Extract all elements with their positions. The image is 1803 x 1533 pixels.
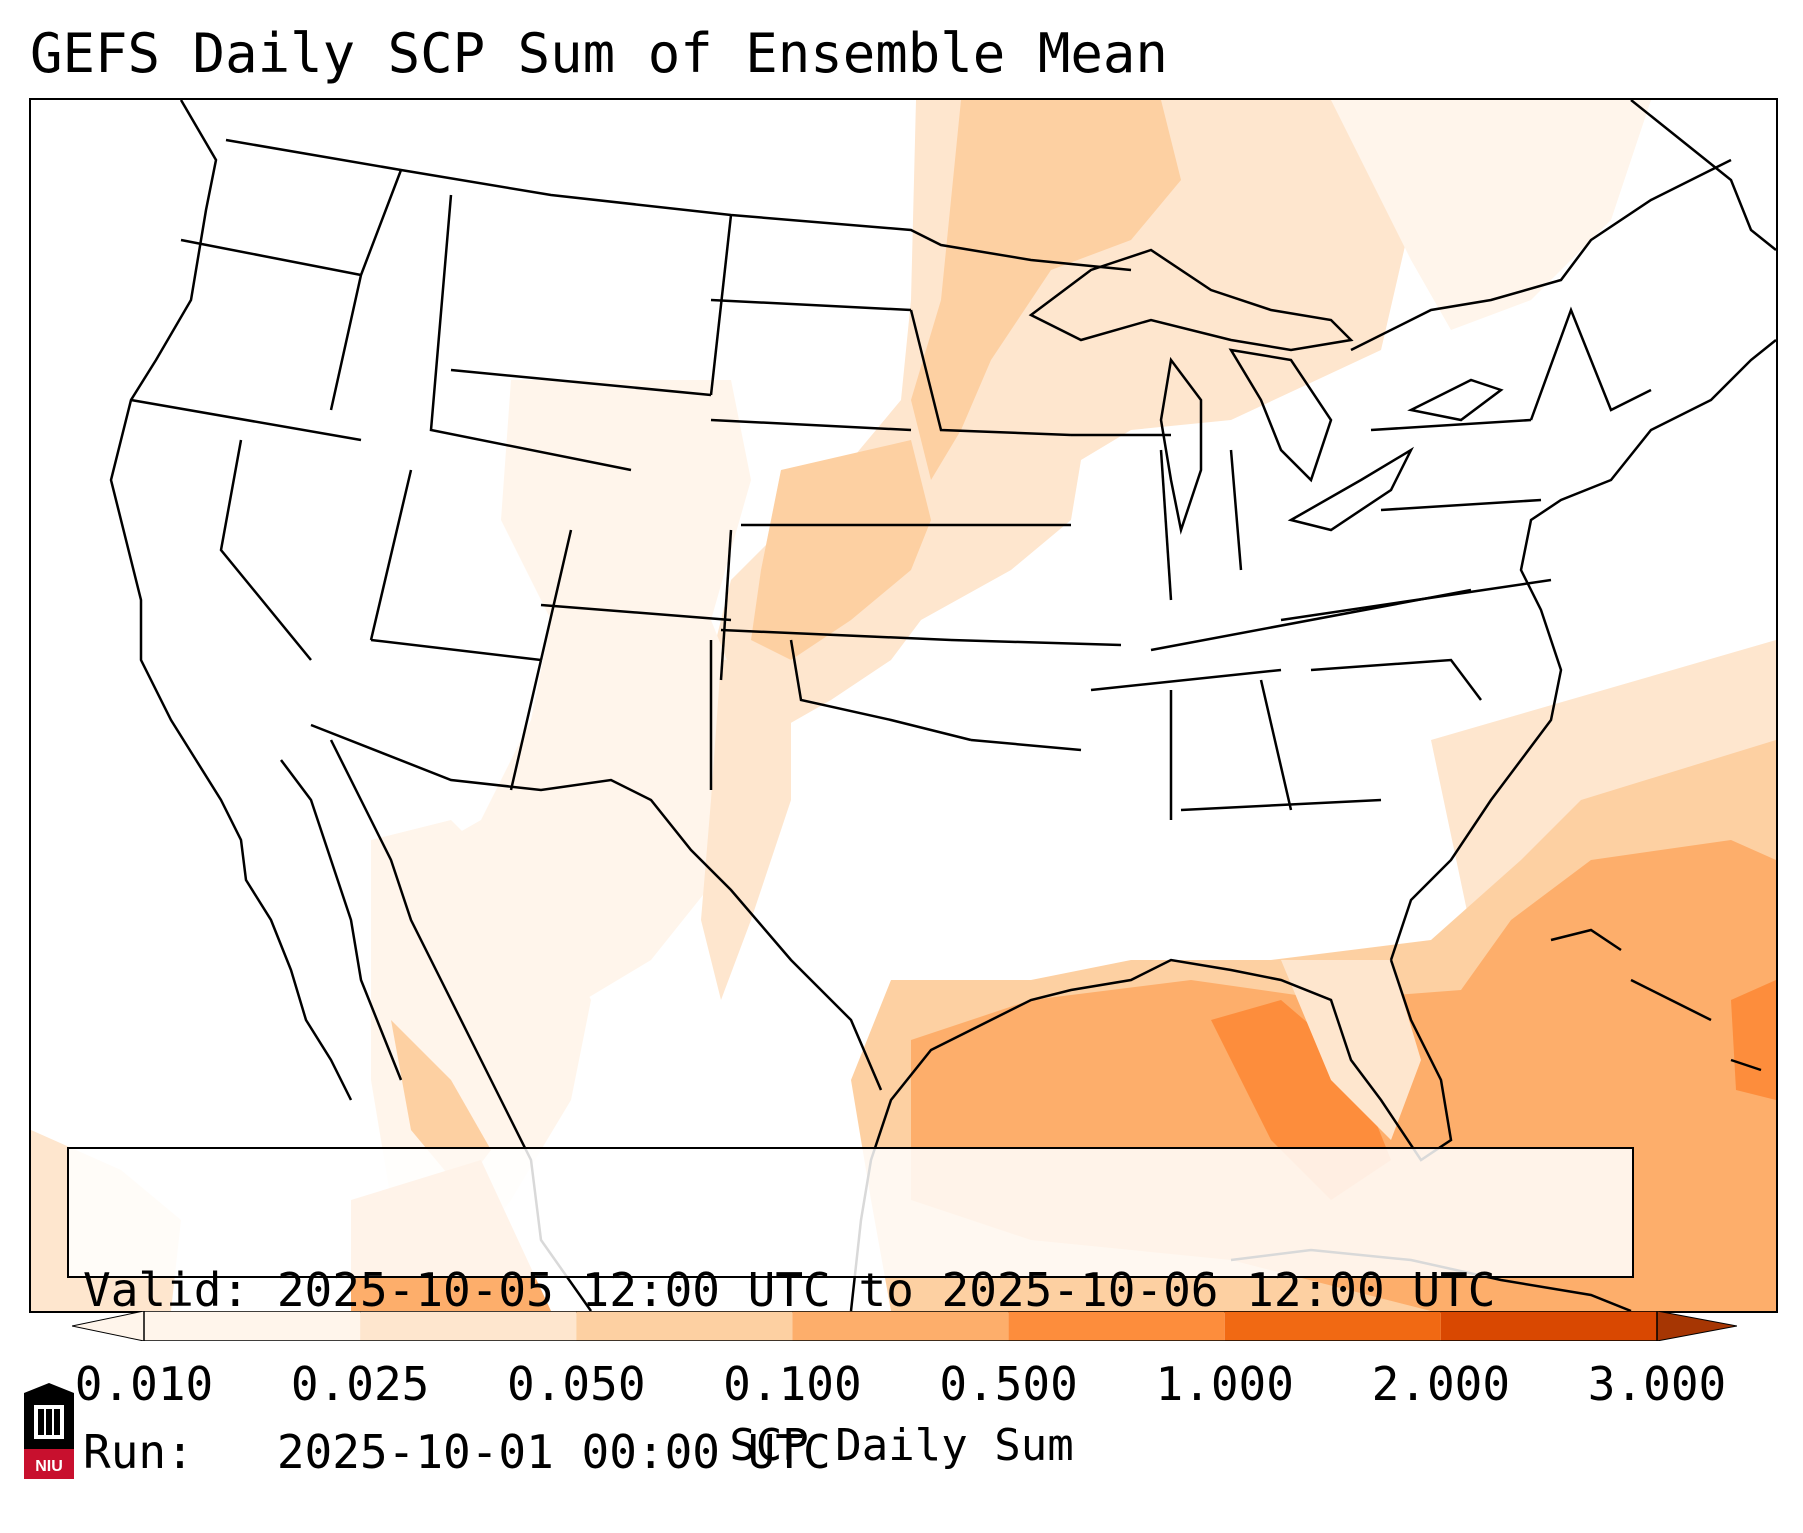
nc-sc-line <box>1310 658 1482 701</box>
colorbar-segment <box>792 1311 1009 1341</box>
id-west <box>329 169 403 411</box>
great-lakes <box>1028 248 1504 535</box>
mn-ia-line <box>909 309 1072 437</box>
canada-us-border-east <box>1350 158 1732 352</box>
colorbar-tick-label: 0.010 <box>74 1357 214 1411</box>
colorbar-tick-label: 0.050 <box>507 1357 646 1411</box>
scp-area-mn-core <box>911 100 1181 480</box>
colorbar-label: SCP Daily Sum <box>729 1420 1074 1471</box>
co-ks-line <box>719 529 733 681</box>
or-ca-line <box>130 398 362 442</box>
wa-or-line <box>180 238 362 277</box>
ut-az-line <box>370 638 542 662</box>
logo-text: NIU <box>35 1458 63 1475</box>
turks-caicos <box>1730 1058 1762 1072</box>
colorbar-segment <box>1008 1311 1225 1341</box>
scp-area-nm-west-tx <box>701 660 791 1000</box>
scp-area-florida-pale <box>1281 960 1421 1140</box>
baja-peninsula <box>280 759 403 1081</box>
colorbar-segment <box>144 1311 361 1341</box>
tn-ms-al-line <box>1090 668 1282 692</box>
chart-title: GEFS Daily SCP Sum of Ensemble Mean <box>30 22 1168 85</box>
nv-ca-line <box>219 439 312 661</box>
va-nc-line <box>1280 578 1552 622</box>
colorbar <box>72 1311 1737 1341</box>
caribbean-islands <box>1550 928 1762 1072</box>
run-line: Run: 2025-10-01 00:00 UTC <box>83 1425 831 1479</box>
mexico-us-border <box>310 723 883 1091</box>
colorbar-tick-label: 0.100 <box>723 1357 862 1411</box>
atlantic-coastline <box>1389 339 1776 961</box>
pa-south-line <box>1380 498 1542 512</box>
oh-in-line <box>1229 449 1243 571</box>
co-nm-line <box>540 603 732 622</box>
az-nm-line <box>509 659 543 791</box>
pa-ny-line <box>1370 418 1532 432</box>
pacific-coastline <box>109 100 353 1101</box>
lake-superior <box>1028 248 1354 352</box>
colorbar-tick-label: 3.000 <box>1587 1357 1727 1411</box>
lake-michigan <box>1159 356 1203 535</box>
ga-fl-line <box>1180 798 1382 812</box>
ks-ok-line <box>720 628 952 642</box>
lake-erie <box>1287 446 1415 532</box>
mt-wy-line <box>450 368 712 397</box>
colorbar-extend-left <box>72 1311 145 1341</box>
canada-us-border <box>225 138 1132 272</box>
gulf-of-st-lawrence <box>1630 100 1776 251</box>
colorbar-extend-right <box>1656 1311 1737 1341</box>
colorbar-tick-label: 0.500 <box>939 1357 1078 1411</box>
lake-ontario <box>1407 378 1504 422</box>
borders <box>225 138 1732 1091</box>
colorbar-border <box>143 1311 1658 1341</box>
al-ga-line <box>1259 679 1293 811</box>
state-lines <box>130 169 1652 820</box>
map-svg <box>31 100 1776 1311</box>
scp-area-plains-core <box>751 440 931 660</box>
niu-logo: NIU <box>24 1383 74 1479</box>
lake-huron <box>1228 348 1333 483</box>
scp-shading <box>31 100 1776 1311</box>
colorbar-segment <box>576 1311 793 1341</box>
valid-line: Valid: 2025-10-05 12:00 UTC to 2025-10-0… <box>83 1263 1496 1317</box>
colorbar-segment <box>360 1311 577 1341</box>
ok-tx-line <box>789 639 972 742</box>
sd-ne-line <box>710 418 912 432</box>
colorbar-segment <box>1440 1311 1657 1341</box>
scp-area-atlantic-core <box>1731 980 1776 1100</box>
map-panel <box>29 98 1778 1313</box>
colorbar-segments <box>72 1311 1737 1341</box>
new-england <box>1529 306 1652 421</box>
il-in-line <box>1159 449 1173 601</box>
colorbar-tick-label: 2.000 <box>1371 1357 1511 1411</box>
wy-top <box>429 194 632 472</box>
gulf-coastline <box>849 958 1453 1311</box>
mo-ar-line <box>950 638 1122 647</box>
valid-run-box: Valid: 2025-10-05 12:00 UTC to 2025-10-0… <box>67 1147 1634 1479</box>
ut-co-line <box>539 529 573 661</box>
colorbar-tick-label: 1.000 <box>1155 1357 1294 1411</box>
ar-la-line <box>970 738 1082 752</box>
nd-sd-line <box>710 298 912 312</box>
bahamas <box>1550 928 1622 952</box>
colorbar-tick-label: 0.025 <box>290 1357 430 1411</box>
scp-area-ontario <box>1331 100 1651 330</box>
colorbar-segment <box>1224 1311 1441 1341</box>
mt-nd-line <box>709 214 733 396</box>
nv-ut-line <box>369 469 413 641</box>
bahamas-2 <box>1630 978 1712 1022</box>
